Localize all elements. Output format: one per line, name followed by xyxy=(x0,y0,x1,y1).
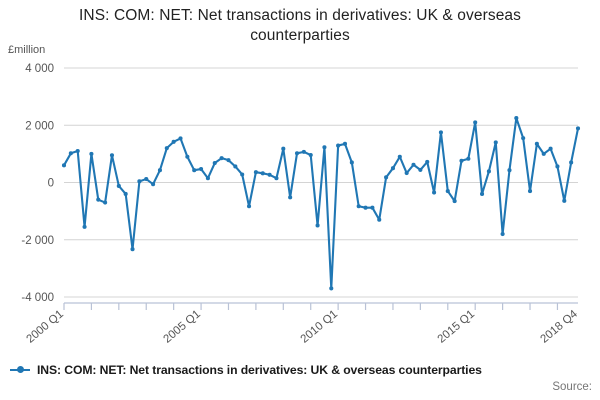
series-data-point xyxy=(548,146,553,151)
series-data-point xyxy=(562,198,567,203)
series-data-point xyxy=(199,167,204,172)
series-data-point xyxy=(390,166,396,171)
series-data-point xyxy=(473,120,478,125)
series-data-point xyxy=(178,136,183,141)
x-axis-tick-label: 2010 Q1 xyxy=(299,308,341,346)
source-label: Source: xyxy=(552,381,592,393)
series-data-point xyxy=(404,171,409,176)
series-data-point xyxy=(192,168,197,173)
series-data-point xyxy=(569,160,574,165)
chart-title-line-1: INS: COM: NET: Net transactions in deriv… xyxy=(79,7,453,24)
series-data-point xyxy=(109,153,115,158)
y-axis-tick-label: 0 xyxy=(48,178,54,190)
series-data-point xyxy=(151,182,156,187)
series-data-point xyxy=(267,172,272,177)
series-data-point xyxy=(233,164,238,169)
series-data-point xyxy=(370,205,375,210)
y-axis-unit-label: £million xyxy=(8,44,46,56)
x-axis-tick-label: 2018 Q4 xyxy=(538,308,580,346)
series-data-point xyxy=(418,167,423,172)
series-data-point xyxy=(103,200,108,205)
y-axis-tick-label: -2 000 xyxy=(21,235,54,247)
series-data-point xyxy=(384,175,389,180)
series-data-point xyxy=(534,141,539,146)
chart-title: INS: COM: NET: Net transactions in deriv… xyxy=(60,6,540,46)
series-data-point xyxy=(514,116,519,121)
series-data-point xyxy=(308,152,313,158)
series-data-point xyxy=(123,191,128,196)
series-data-point xyxy=(432,190,437,195)
series-data-point xyxy=(61,163,67,168)
series-data-point xyxy=(521,136,526,141)
series-data-point xyxy=(253,170,258,175)
series-data-point xyxy=(356,204,361,209)
plot-area: 4 000 2 000 0 -2 000 -4 000 2000 Q1 2005 Q1 201… xyxy=(21,63,581,346)
series-data-point xyxy=(144,177,149,182)
series-line xyxy=(62,117,580,290)
series-data-point xyxy=(205,176,210,181)
series-data-point xyxy=(164,146,169,151)
y-axis-tick-label: -4 000 xyxy=(21,292,54,304)
series-data-point xyxy=(157,168,162,173)
series-data-point xyxy=(480,191,485,196)
series-data-point xyxy=(137,179,142,184)
series-data-point xyxy=(75,148,80,154)
series-data-point xyxy=(322,145,327,150)
series-data-point xyxy=(541,151,546,156)
series-data-point xyxy=(466,156,471,161)
series-data-point xyxy=(226,158,231,163)
series-data-point xyxy=(212,160,217,166)
series-data-point xyxy=(411,162,416,167)
series-data-point xyxy=(377,217,382,222)
series-data-point xyxy=(336,143,341,148)
chart-title-line-2: overseas counterparties xyxy=(250,7,521,44)
series-data-point xyxy=(171,139,176,144)
y-axis-tick-label: 4 000 xyxy=(25,63,54,75)
series-data-point xyxy=(397,154,402,159)
series-data-point xyxy=(527,189,533,194)
x-axis-tick-label: 2000 Q1 xyxy=(24,308,66,346)
series-data-point xyxy=(219,156,224,161)
chart-legend[interactable]: INS: COM: NET: Net transactions in deriv… xyxy=(10,363,482,377)
series-data-point xyxy=(500,231,505,237)
series-data-point xyxy=(288,195,293,200)
series-data-point xyxy=(555,164,560,169)
series-data-point xyxy=(438,130,443,135)
series-data-point xyxy=(445,189,450,194)
series-data-point xyxy=(349,160,354,165)
series-data-point xyxy=(96,197,101,202)
series-data-point xyxy=(452,199,457,204)
series-data-point xyxy=(315,223,320,228)
series-data-point xyxy=(274,176,279,181)
series-data-point xyxy=(68,151,73,156)
series-data-point xyxy=(260,171,265,176)
series-data-point xyxy=(301,149,306,154)
series-data-point xyxy=(425,159,430,164)
series-data-point xyxy=(240,172,245,177)
legend-series-label: INS: COM: NET: Net transactions in deriv… xyxy=(37,363,482,377)
series-data-point xyxy=(493,140,498,145)
series-data-point xyxy=(486,169,491,174)
series-data-point xyxy=(281,146,286,151)
series-data-point xyxy=(507,168,512,173)
series-data-point xyxy=(246,204,252,209)
series-data-point xyxy=(459,158,464,163)
legend-line-marker-icon xyxy=(10,365,30,376)
y-axis-tick-label: 2 000 xyxy=(25,120,54,132)
x-axis-tick-label: 2005 Q1 xyxy=(161,308,203,346)
series-data-point xyxy=(116,183,121,188)
series-data-point xyxy=(342,141,348,146)
x-axis-tick-label: 2015 Q1 xyxy=(436,308,478,346)
series-data-point xyxy=(329,286,334,291)
series-data-point xyxy=(89,151,94,156)
series-data-point xyxy=(294,151,300,156)
series-data-point xyxy=(575,126,581,131)
series-data-point xyxy=(130,247,135,252)
series-data-point xyxy=(82,224,87,229)
series-data-point xyxy=(363,205,368,210)
series-data-point xyxy=(185,154,190,159)
